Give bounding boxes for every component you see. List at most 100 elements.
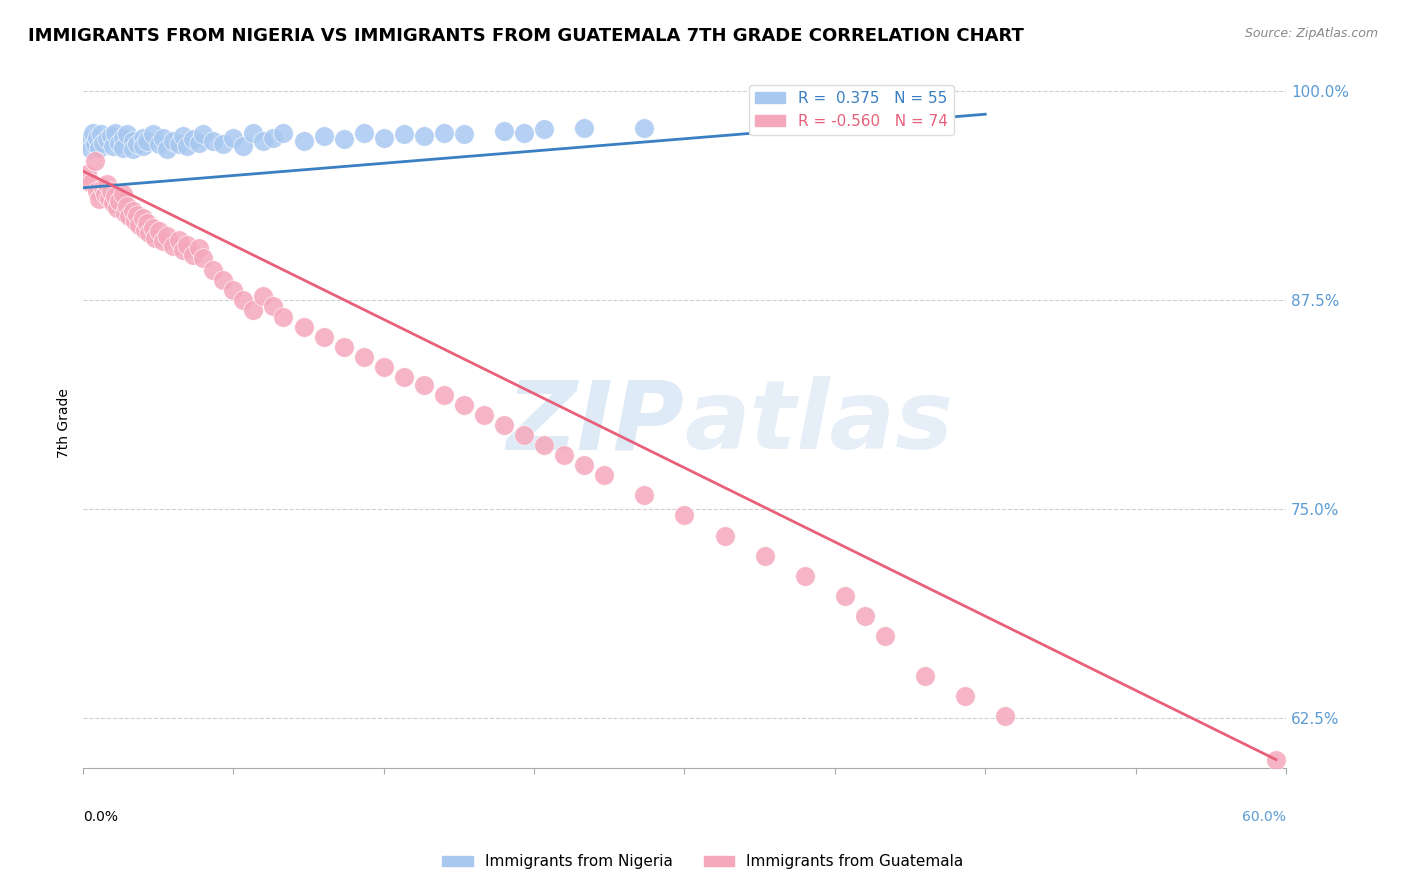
Point [128,218,150,232]
Point [115,128,138,142]
Point [108,136,131,150]
Point [156,142,179,156]
Point [262,130,284,145]
Point [127,208,149,222]
Point [633,488,655,502]
Point [143,231,166,245]
Point [112,187,135,202]
Point [181,247,204,261]
Point [96,132,118,146]
Point [176,237,198,252]
Point [152,130,174,145]
Point [232,293,254,307]
Point [188,136,211,150]
Point [188,241,211,255]
Point [101,139,124,153]
Point [353,350,375,364]
Point [86,130,108,145]
Point [172,128,194,143]
Point [193,251,215,265]
Text: ZIP: ZIP [506,376,685,469]
Point [80,142,103,156]
Point [252,289,274,303]
Point [162,134,184,148]
Point [232,139,254,153]
Point [94,187,117,202]
Point [353,126,375,140]
Point [533,438,555,452]
Point [98,191,121,205]
Point [91,136,114,150]
Point [222,283,245,297]
Point [112,141,135,155]
Point [132,139,155,153]
Point [91,181,114,195]
Point [96,178,118,192]
Point [124,214,146,228]
Point [412,128,434,143]
Point [392,369,415,384]
Point [834,589,856,603]
Point [754,549,776,563]
Point [312,128,335,143]
Point [492,418,515,433]
Point [633,120,655,135]
Point [100,184,122,198]
Point [513,428,536,442]
Point [108,194,131,209]
Point [87,193,110,207]
Point [593,468,616,483]
Point [167,137,190,152]
Point [142,128,165,142]
Point [453,398,475,412]
Text: atlas: atlas [685,376,953,469]
Point [122,204,145,219]
Point [242,126,264,140]
Point [994,709,1017,723]
Point [873,629,896,643]
Point [373,359,395,374]
Point [122,134,145,148]
Point [292,319,315,334]
Point [953,689,976,703]
Point [312,329,335,343]
Point [100,128,122,143]
Point [122,142,145,156]
Point [80,176,103,190]
Point [574,120,596,135]
Point [87,141,110,155]
Point [148,137,170,152]
Point [262,300,284,314]
Point [212,273,235,287]
Text: Source: ZipAtlas.com: Source: ZipAtlas.com [1244,27,1378,40]
Point [112,130,135,145]
Point [142,220,165,235]
Text: 0.0%: 0.0% [83,810,118,823]
Point [193,128,215,142]
Y-axis label: 7th Grade: 7th Grade [58,388,72,458]
Point [84,154,107,169]
Point [162,239,184,253]
Point [176,139,198,153]
Point [242,302,264,317]
Point [132,211,155,225]
Point [134,222,156,236]
Point [156,229,179,244]
Point [273,126,295,140]
Point [492,124,515,138]
Point [212,137,235,152]
Point [222,130,245,145]
Point [181,132,204,146]
Point [76,168,98,182]
Point [533,122,555,136]
Point [152,234,174,248]
Point [513,126,536,140]
Point [252,134,274,148]
Point [148,224,170,238]
Point [292,134,315,148]
Point [202,262,225,277]
Point [574,458,596,473]
Point [1264,753,1286,767]
Point [392,128,415,142]
Point [105,201,128,215]
